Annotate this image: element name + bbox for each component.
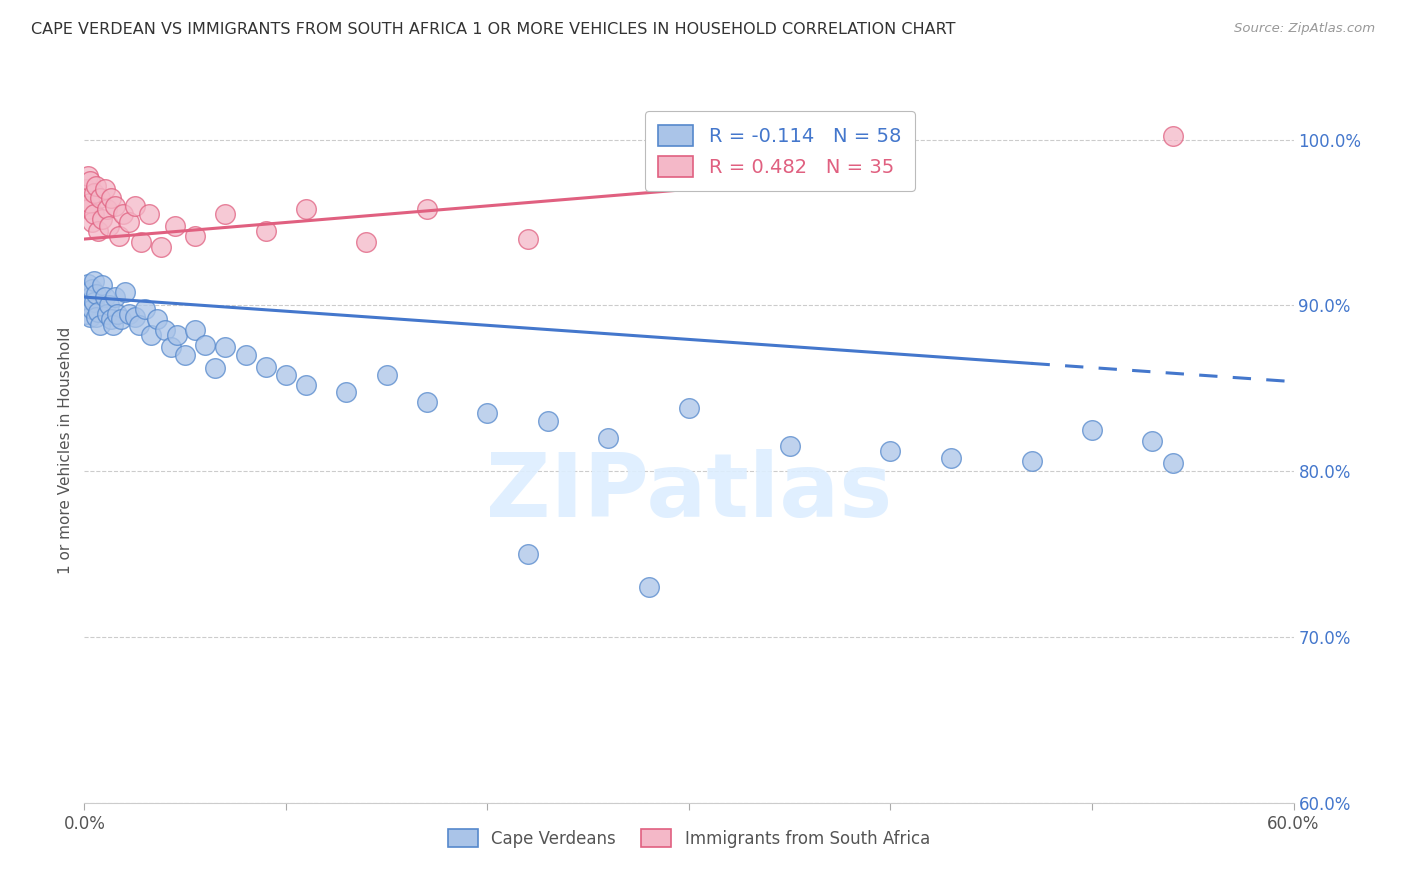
Point [235, 348, 257, 362]
Point [104, 290, 127, 304]
Point [77, 169, 100, 183]
Point [87, 305, 110, 319]
Point [114, 285, 136, 299]
Point [105, 307, 128, 321]
Point [118, 215, 141, 229]
Point [124, 199, 146, 213]
Point [75, 307, 97, 321]
Point [254, 359, 277, 374]
Point [79, 310, 101, 324]
Point [129, 235, 152, 250]
Point [174, 348, 197, 362]
Point [83, 273, 105, 287]
Point [93, 182, 115, 196]
Point [96, 307, 118, 321]
Point [83, 186, 105, 200]
Point [91, 212, 114, 227]
Point [86, 179, 108, 194]
Point [128, 318, 150, 333]
Point [214, 340, 236, 354]
Point [97, 219, 120, 233]
Point [1021, 454, 1043, 468]
Point [110, 311, 132, 326]
Point [118, 307, 141, 321]
Point [77, 277, 100, 291]
Point [1081, 423, 1104, 437]
Point [295, 202, 318, 217]
Point [86, 310, 108, 324]
Point [1161, 129, 1184, 144]
Point [93, 290, 115, 304]
Point [165, 219, 187, 233]
Point [89, 191, 111, 205]
Point [416, 394, 439, 409]
Y-axis label: 1 or more Vehicles in Household: 1 or more Vehicles in Household [58, 326, 73, 574]
Text: Source: ZipAtlas.com: Source: ZipAtlas.com [1234, 22, 1375, 36]
Point [254, 224, 277, 238]
Point [77, 202, 100, 217]
Point [146, 311, 169, 326]
Point [637, 580, 659, 594]
Point [516, 232, 538, 246]
Point [79, 174, 101, 188]
Point [79, 195, 101, 210]
Point [416, 202, 439, 217]
Point [111, 207, 134, 221]
Point [100, 311, 122, 326]
Point [138, 207, 160, 221]
Point [75, 285, 97, 299]
Point [1142, 434, 1164, 449]
Point [96, 202, 118, 217]
Point [75, 182, 97, 196]
Point [79, 290, 101, 304]
Point [89, 318, 111, 333]
Point [104, 199, 127, 213]
Point [77, 298, 100, 312]
Point [87, 224, 110, 238]
Point [83, 295, 105, 310]
Point [879, 444, 901, 458]
Point [194, 338, 217, 352]
Point [160, 340, 183, 354]
Point [537, 414, 560, 428]
Point [658, 174, 681, 188]
Point [274, 368, 297, 382]
Point [97, 298, 120, 312]
Point [184, 323, 207, 337]
Point [356, 235, 378, 250]
Point [335, 384, 357, 399]
Legend: Cape Verdeans, Immigrants from South Africa: Cape Verdeans, Immigrants from South Afr… [439, 819, 939, 858]
Point [139, 328, 162, 343]
Point [1161, 456, 1184, 470]
Point [134, 301, 156, 316]
Point [124, 310, 146, 324]
Point [82, 282, 104, 296]
Point [100, 191, 122, 205]
Point [83, 207, 105, 221]
Point [516, 547, 538, 561]
Point [184, 228, 207, 243]
Point [598, 431, 620, 445]
Point [91, 278, 114, 293]
Point [149, 240, 172, 254]
Point [678, 401, 700, 416]
Point [204, 361, 226, 376]
Point [166, 328, 188, 343]
Point [86, 286, 108, 301]
Point [101, 318, 124, 333]
Point [375, 368, 398, 382]
Point [82, 301, 104, 316]
Point [295, 378, 318, 392]
Point [107, 228, 129, 243]
Point [214, 207, 236, 221]
Point [939, 450, 962, 465]
Text: CAPE VERDEAN VS IMMIGRANTS FROM SOUTH AFRICA 1 OR MORE VEHICLES IN HOUSEHOLD COR: CAPE VERDEAN VS IMMIGRANTS FROM SOUTH AF… [31, 22, 956, 37]
Text: ZIPatlas: ZIPatlas [486, 450, 891, 536]
Point [153, 323, 176, 337]
Point [75, 199, 97, 213]
Point [82, 215, 104, 229]
Point [477, 406, 499, 420]
Point [779, 439, 801, 453]
